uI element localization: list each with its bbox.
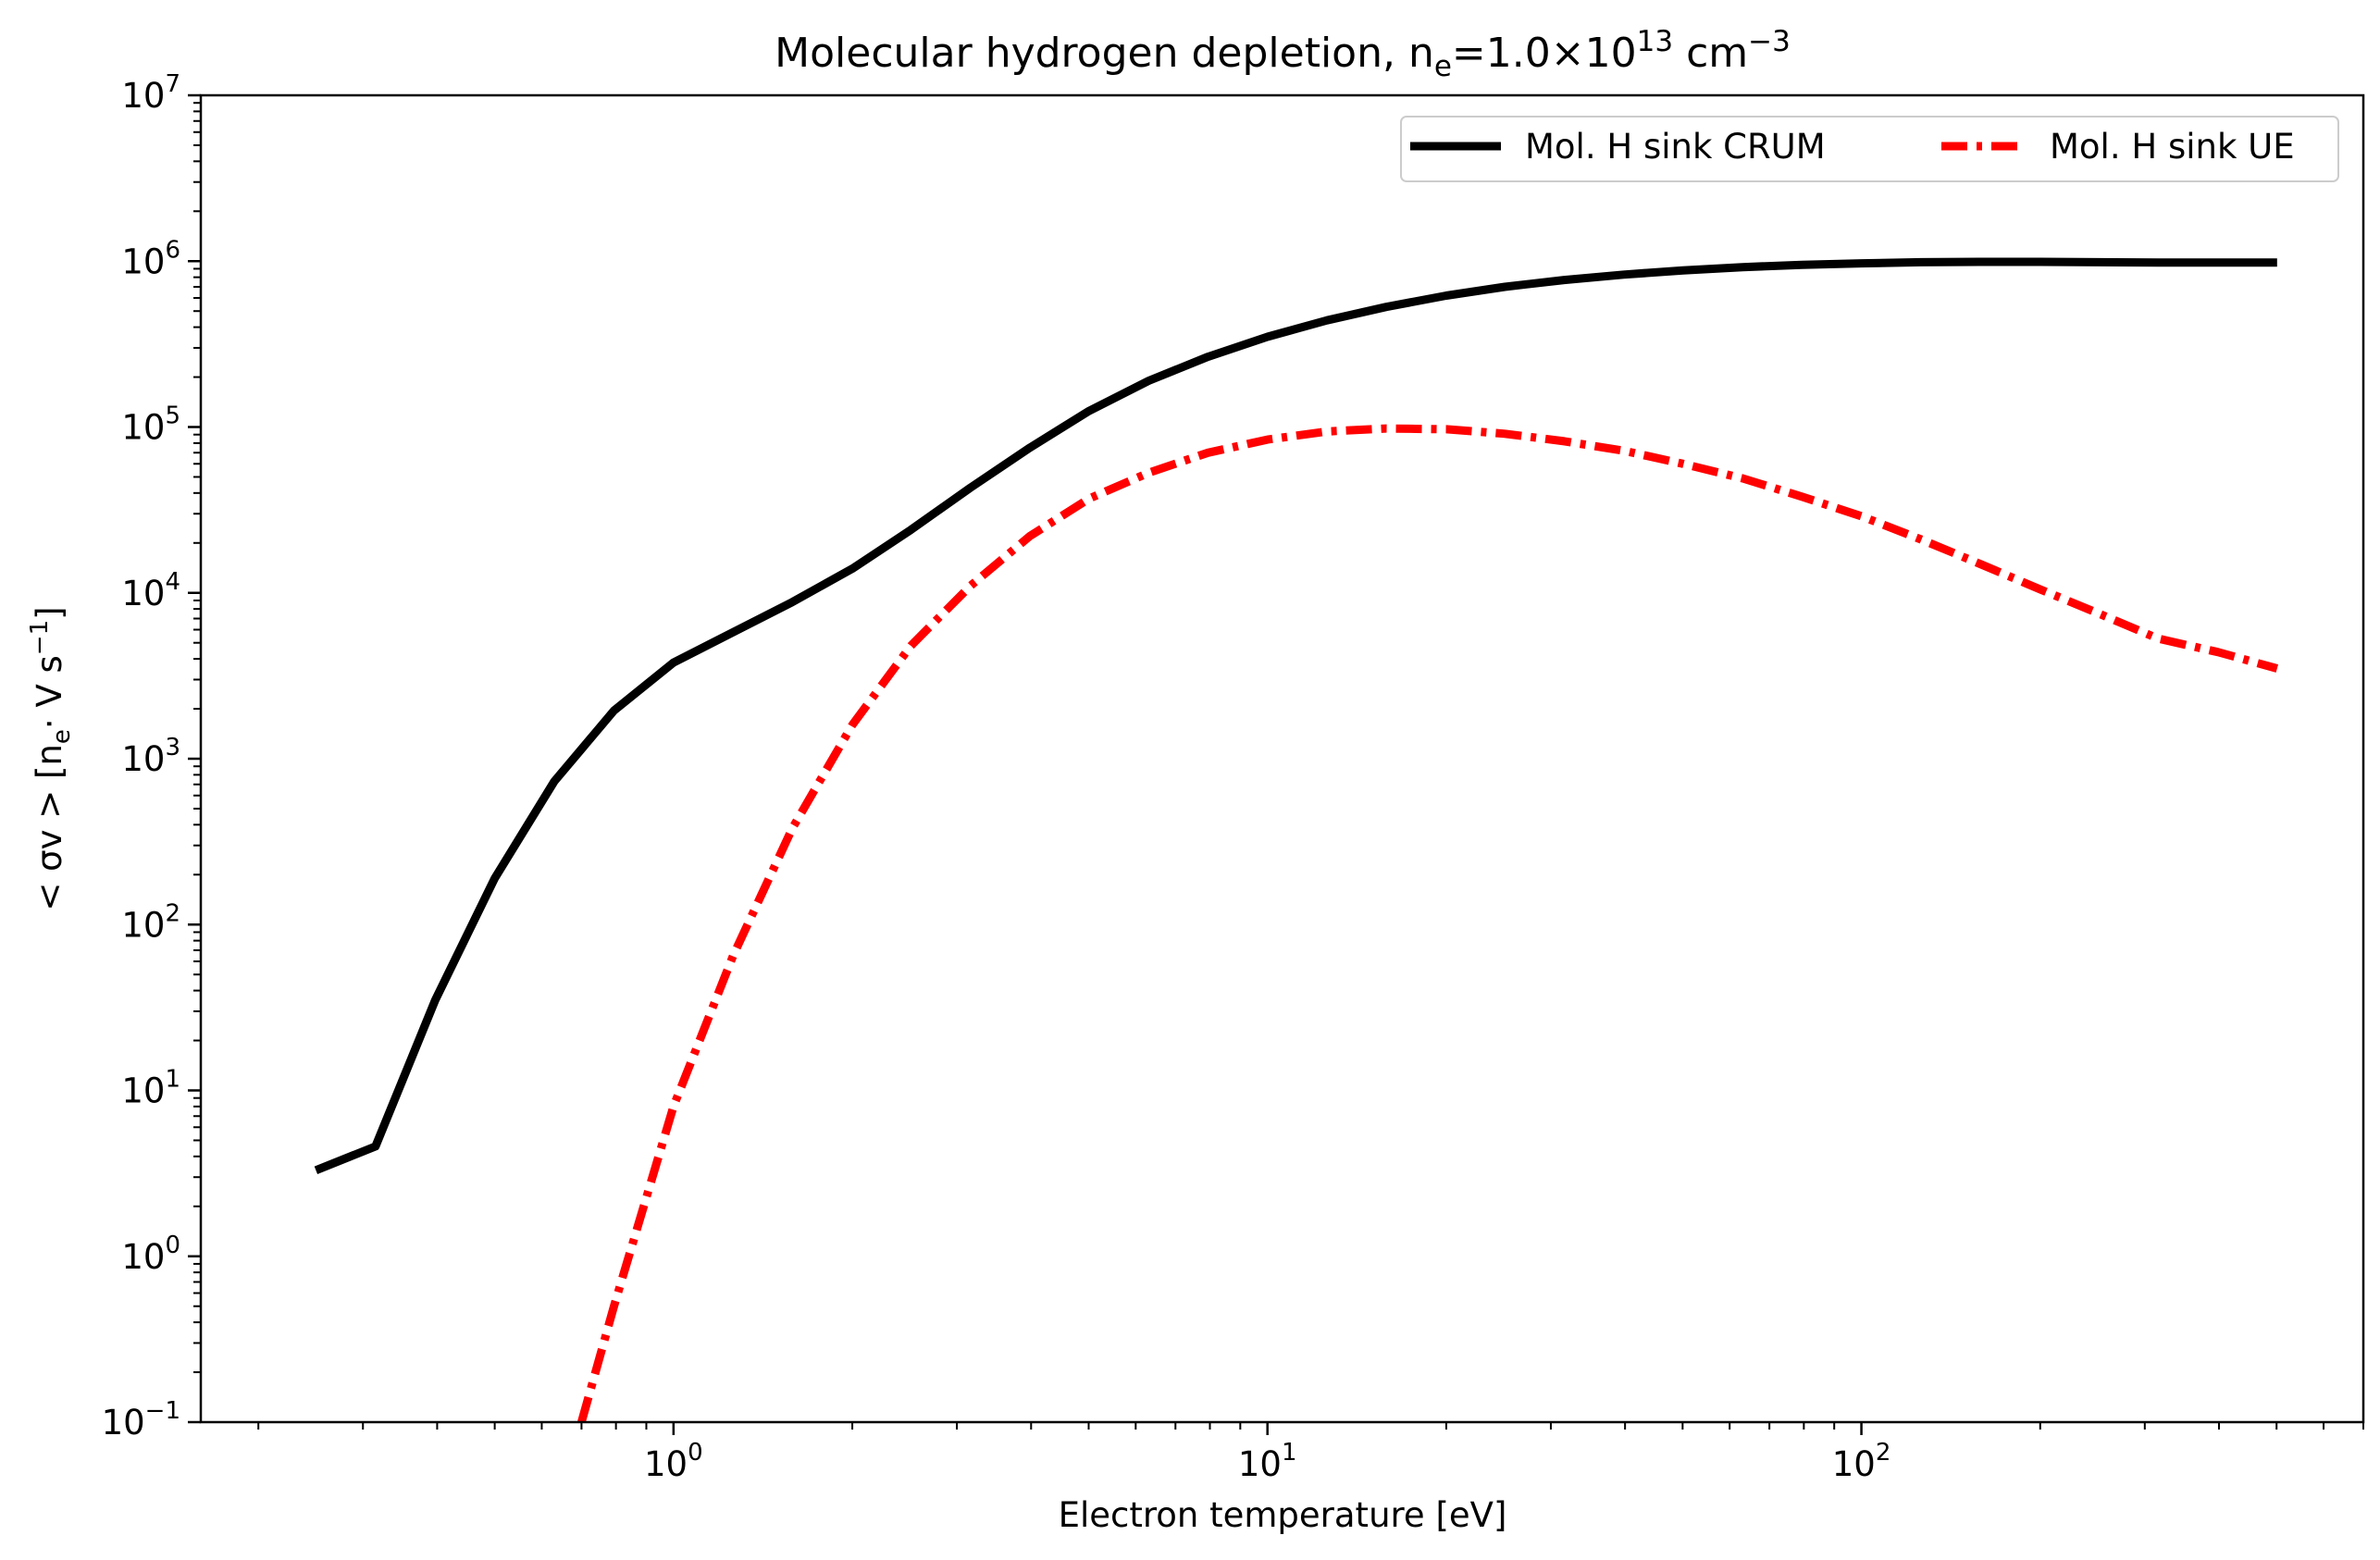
plot-frame <box>199 93 2365 1424</box>
y-axis-label: < σv > [ne· V s−1] <box>26 606 76 910</box>
y-tick-label: 104 <box>121 568 180 613</box>
x-tick-label: 102 <box>1832 1439 1891 1484</box>
x-tick-label: 100 <box>644 1439 703 1484</box>
y-tick-label: 106 <box>121 236 180 281</box>
y-tick-label: 107 <box>121 70 180 116</box>
y-axis-ticks: 10−1 100 101 102 103 104 105 106 107 <box>102 70 201 1442</box>
series-group <box>314 257 2279 1422</box>
series-line-crum <box>314 257 2277 1174</box>
x-axis-label: Electron temperature [eV] <box>1059 1495 1507 1535</box>
series-line-ue <box>577 424 2279 1422</box>
x-axis-ticks: 100 101 102 <box>257 1422 2364 1484</box>
legend-label-ue: Mol. H sink UE <box>2050 127 2295 167</box>
legend: Mol. H sink CRUM Mol. H sink UE <box>1400 116 2339 182</box>
y-tick-label: 105 <box>121 402 180 448</box>
y-tick-label: 10−1 <box>102 1397 180 1442</box>
y-tick-label: 102 <box>121 899 180 945</box>
chart-title: Molecular hydrogen depletion, ne=1.0×101… <box>775 25 1791 83</box>
y-tick-label: 100 <box>121 1232 180 1277</box>
y-tick-label: 103 <box>121 734 180 779</box>
legend-box <box>1400 116 2339 182</box>
y-tick-label: 101 <box>121 1066 180 1111</box>
x-tick-label: 101 <box>1238 1439 1297 1484</box>
legend-label-crum: Mol. H sink CRUM <box>1525 127 1826 167</box>
